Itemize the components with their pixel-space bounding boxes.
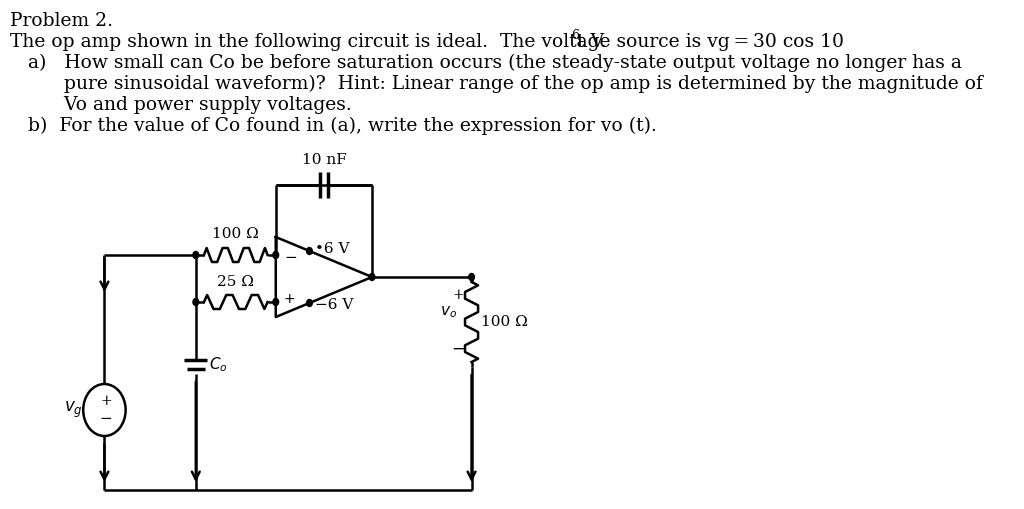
Text: $v_o$: $v_o$ xyxy=(440,304,458,320)
Text: 10 nF: 10 nF xyxy=(301,153,346,167)
Text: +: + xyxy=(100,394,112,408)
Circle shape xyxy=(193,298,199,305)
Text: The op amp shown in the following circuit is ideal.  The voltage source is vg = : The op amp shown in the following circui… xyxy=(10,33,844,51)
Text: Problem 2.: Problem 2. xyxy=(10,12,113,30)
Circle shape xyxy=(306,299,312,306)
Text: pure sinusoidal waveform)?  Hint: Linear range of the op amp is determined by th: pure sinusoidal waveform)? Hint: Linear … xyxy=(10,75,983,93)
Text: +: + xyxy=(284,292,296,306)
Circle shape xyxy=(273,298,279,305)
Text: 25 Ω: 25 Ω xyxy=(217,275,254,289)
Circle shape xyxy=(306,247,312,254)
Text: +: + xyxy=(453,288,464,302)
Text: −: − xyxy=(452,341,466,357)
Text: −: − xyxy=(99,412,113,426)
Text: Vo and power supply voltages.: Vo and power supply voltages. xyxy=(10,96,351,114)
Text: 6: 6 xyxy=(571,29,580,42)
Text: a)   How small can Co be before saturation occurs (the steady-state output volta: a) How small can Co be before saturation… xyxy=(10,54,962,72)
Text: −6 V: −6 V xyxy=(315,298,353,312)
Text: 100 Ω: 100 Ω xyxy=(212,227,259,241)
Text: 100 Ω: 100 Ω xyxy=(481,315,528,329)
Text: •6 V: •6 V xyxy=(315,242,349,256)
Circle shape xyxy=(273,251,279,259)
Text: −: − xyxy=(284,249,297,265)
Circle shape xyxy=(469,273,474,280)
Text: b)  For the value of Co found in (a), write the expression for vo (t).: b) For the value of Co found in (a), wri… xyxy=(10,117,656,135)
Circle shape xyxy=(193,251,199,259)
Text: $C_o$: $C_o$ xyxy=(209,356,227,374)
Text: t V.: t V. xyxy=(577,33,606,51)
Text: $v_g$: $v_g$ xyxy=(65,400,83,420)
Circle shape xyxy=(370,273,375,280)
